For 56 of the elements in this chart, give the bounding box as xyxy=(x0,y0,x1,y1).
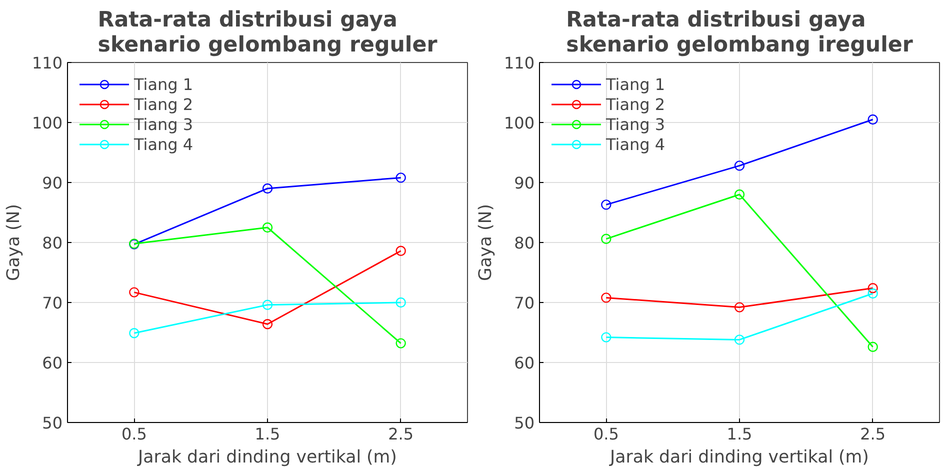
y-tick-label: 100 xyxy=(32,114,63,132)
point xyxy=(262,222,273,233)
y-axis-title: Gaya (N) xyxy=(4,204,24,281)
x-tick-label: 2.5 xyxy=(860,424,886,444)
x-tick-label: 0.5 xyxy=(593,424,619,444)
point xyxy=(734,189,745,200)
legend-label: Tiang 2 xyxy=(134,94,194,114)
y-tick-label: 50 xyxy=(42,414,62,432)
x-tick-label: 2.5 xyxy=(388,424,414,444)
point xyxy=(734,334,745,345)
y-tick-label: 110 xyxy=(504,54,535,72)
legend-label: Tiang 3 xyxy=(134,114,194,134)
y-tick-label: 80 xyxy=(42,234,62,252)
point xyxy=(601,234,612,244)
y-tick-label: 100 xyxy=(504,114,535,132)
point xyxy=(734,160,745,171)
point xyxy=(868,342,878,352)
y-tick-label: 60 xyxy=(514,354,534,372)
x-tick-label: 1.5 xyxy=(254,424,280,444)
x-axis-title: Jarak dari dinding vertikal (m) xyxy=(137,448,397,468)
y-tick-label: 50 xyxy=(514,414,534,432)
point xyxy=(129,287,140,298)
x-tick-label: 0.5 xyxy=(121,424,147,444)
point xyxy=(129,328,140,338)
x-tick-label: 1.5 xyxy=(726,424,752,444)
point xyxy=(262,319,273,330)
point xyxy=(262,300,273,310)
legend-label: Tiang 4 xyxy=(134,134,194,154)
point xyxy=(396,297,406,308)
y-tick-label: 80 xyxy=(514,234,534,252)
legend-label: Tiang 1 xyxy=(134,74,194,94)
y-tick-label: 70 xyxy=(42,294,62,312)
point xyxy=(868,114,878,125)
legend-label: Tiang 2 xyxy=(606,94,666,114)
point xyxy=(262,183,273,194)
legend-label: Tiang 1 xyxy=(606,74,666,94)
legend-label: Tiang 3 xyxy=(606,114,666,134)
point xyxy=(601,200,612,210)
y-tick-label: 70 xyxy=(514,294,534,312)
y-axis-title: Gaya (N) xyxy=(476,204,496,281)
y-tick-label: 60 xyxy=(42,354,62,372)
x-axis-title: Jarak dari dinding vertikal (m) xyxy=(609,448,869,468)
legend-label: Tiang 4 xyxy=(606,134,666,154)
point xyxy=(601,292,612,303)
y-tick-label: 90 xyxy=(514,174,534,192)
chart-title: Rata-rata distribusi gaya skenario gelombang reguler xyxy=(98,8,438,58)
point xyxy=(396,246,406,256)
y-tick-label: 110 xyxy=(32,54,63,72)
point xyxy=(601,332,612,342)
point xyxy=(868,283,878,294)
y-tick-label: 90 xyxy=(42,174,62,192)
point xyxy=(396,172,406,183)
chart-title: Rata-rata distribusi gaya skenario gelombang ireguler xyxy=(566,8,914,58)
point xyxy=(734,302,745,312)
point xyxy=(396,338,406,348)
point xyxy=(868,288,878,299)
